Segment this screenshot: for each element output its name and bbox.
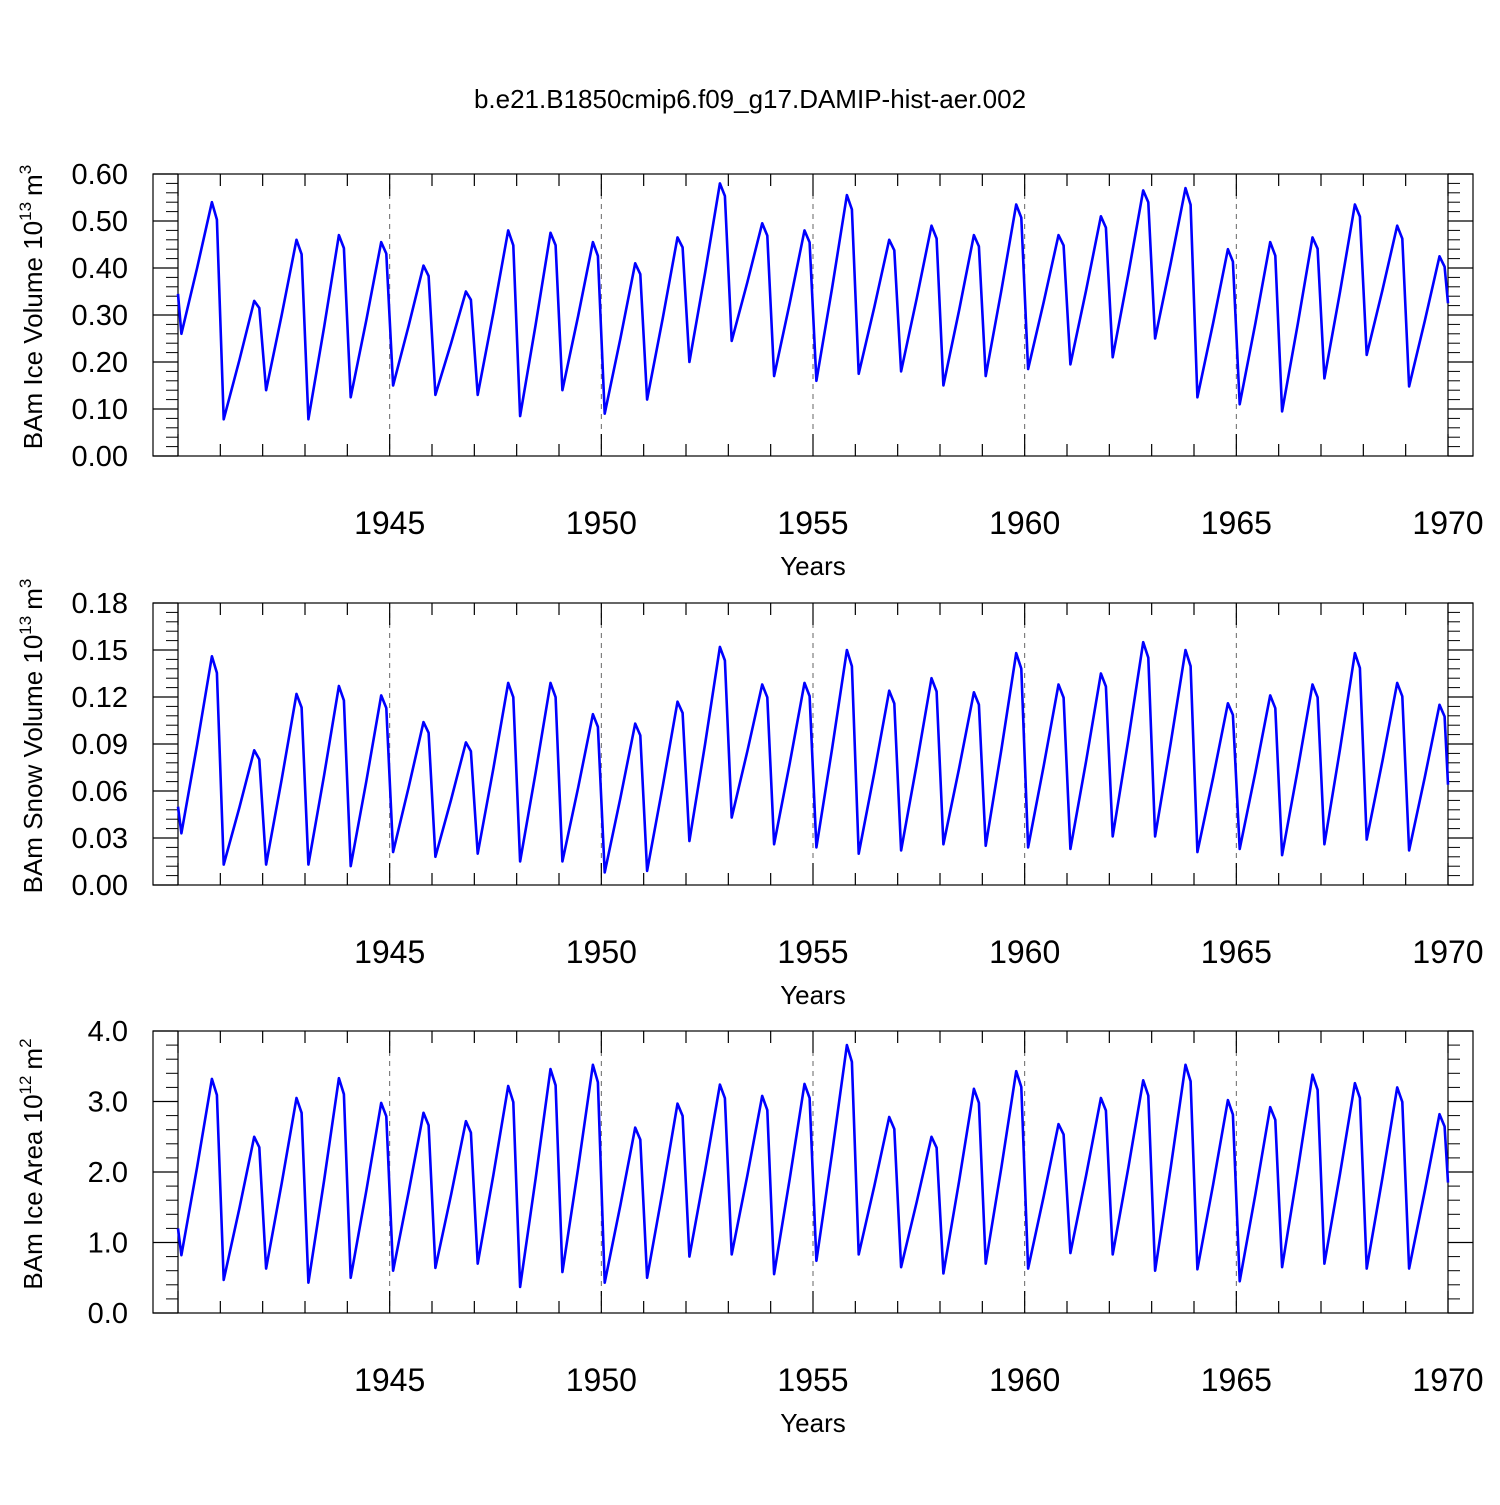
y-tick-label: 0.20 bbox=[72, 347, 128, 379]
x-tick-label: 1945 bbox=[354, 1362, 425, 1398]
x-tick-label: 1955 bbox=[777, 505, 848, 541]
y-tick-label: 1.0 bbox=[88, 1228, 128, 1260]
y-tick-label: 0.09 bbox=[72, 729, 128, 761]
y-tick-label: 0.40 bbox=[72, 253, 128, 285]
y-tick-label: 0.06 bbox=[72, 776, 128, 808]
y-tick-label: 0.10 bbox=[72, 394, 128, 426]
series-line-snow-volume bbox=[176, 640, 1450, 874]
x-tick-label: 1950 bbox=[566, 1362, 637, 1398]
x-tick-label: 1950 bbox=[566, 505, 637, 541]
y-tick-label: 0.00 bbox=[72, 441, 128, 473]
x-tick-label: 1960 bbox=[989, 934, 1060, 970]
y-tick-label: 0.60 bbox=[72, 159, 128, 191]
y-tick-label: 0.50 bbox=[72, 206, 128, 238]
y-axis-label: BAm Snow Volume 1013m3 bbox=[16, 579, 48, 894]
x-tick-label: 1970 bbox=[1412, 505, 1483, 541]
x-axis-label: Years bbox=[780, 980, 846, 1010]
panel-ice-volume: 0.00 0.10 0.20 0.30 0.40 0.50 0.60 1945 1950 1955… bbox=[16, 159, 1484, 581]
x-tick-label: 1955 bbox=[777, 934, 848, 970]
y-tick-label: 4.0 bbox=[88, 1016, 128, 1048]
figure-title: b.e21.B1850cmip6.f09_g17.DAMIP-hist-aer.… bbox=[473, 84, 1027, 114]
x-tick-label: 1950 bbox=[566, 934, 637, 970]
x-tick-label: 1945 bbox=[354, 934, 425, 970]
x-tick-label: 1960 bbox=[989, 1362, 1060, 1398]
series-line-ice-area bbox=[176, 1043, 1450, 1289]
x-tick-label: 1965 bbox=[1201, 934, 1272, 970]
y-tick-label: 0.30 bbox=[72, 300, 128, 332]
x-tick-label: 1960 bbox=[989, 505, 1060, 541]
x-axis-label: Years bbox=[780, 1408, 846, 1438]
panel-snow-volume: 0.00 0.03 0.06 0.09 0.12 0.15 0.18 1945 1950 1955… bbox=[16, 579, 1484, 1010]
x-tick-label: 1970 bbox=[1412, 1362, 1483, 1398]
series-line-ice-volume bbox=[176, 182, 1450, 421]
y-tick-label: 2.0 bbox=[88, 1157, 128, 1189]
y-tick-label: 3.0 bbox=[88, 1087, 128, 1119]
y-axis-label: BAm Ice Area 1012m2 bbox=[16, 1038, 48, 1289]
x-tick-label: 1965 bbox=[1201, 505, 1272, 541]
y-tick-label: 0.12 bbox=[72, 682, 128, 714]
y-tick-label: 0.00 bbox=[72, 870, 128, 902]
y-tick-label: 0.15 bbox=[72, 635, 128, 667]
x-axis-label: Years bbox=[780, 551, 846, 581]
y-axis-label: BAm Ice Volume 1013m3 bbox=[16, 165, 48, 449]
y-tick-label: 0.18 bbox=[72, 588, 128, 620]
y-tick-label: 0.0 bbox=[88, 1298, 128, 1330]
x-tick-label: 1945 bbox=[354, 505, 425, 541]
x-tick-label: 1965 bbox=[1201, 1362, 1272, 1398]
panel-ice-area: 0.0 1.0 2.0 3.0 4.0 1945 1950 1955 1960 1965 1970 Y… bbox=[16, 1016, 1484, 1438]
y-tick-label: 0.03 bbox=[72, 823, 128, 855]
x-tick-label: 1970 bbox=[1412, 934, 1483, 970]
x-tick-label: 1955 bbox=[777, 1362, 848, 1398]
